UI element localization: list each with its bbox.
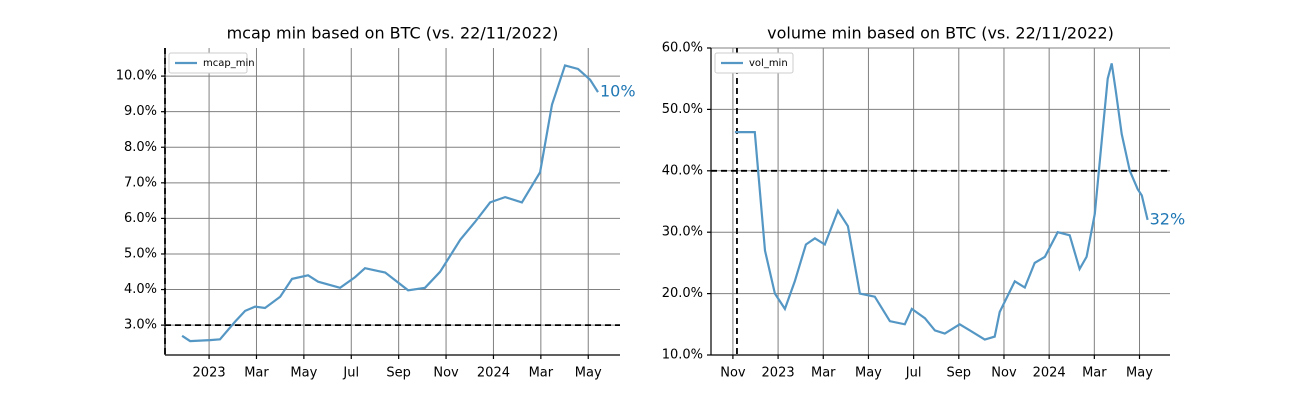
x-tick-label: Nov: [991, 366, 1017, 381]
annotation: 32%: [1150, 209, 1186, 228]
x-tick-label: May: [855, 366, 882, 381]
x-tick-label: May: [575, 366, 602, 381]
y-tick-label: 20.0%: [662, 286, 703, 301]
x-tick-label: 2023: [193, 366, 226, 381]
x-tick-label: Mar: [811, 366, 836, 381]
y-tick-label: 10.0%: [116, 69, 157, 84]
x-tick-label: Mar: [1082, 366, 1107, 381]
y-tick-label: 7.0%: [124, 175, 157, 190]
chart-title: volume min based on BTC (vs. 22/11/2022): [767, 24, 1114, 43]
y-tick-label: 9.0%: [124, 104, 157, 119]
y-tick-label: 50.0%: [662, 102, 703, 117]
y-tick-label: 4.0%: [124, 282, 157, 297]
x-tick-label: 2024: [477, 366, 510, 381]
y-tick-label: 60.0%: [662, 41, 703, 56]
x-tick-label: May: [1126, 366, 1153, 381]
y-tick-label: 40.0%: [662, 163, 703, 178]
x-tick-label: Nov: [433, 366, 459, 381]
x-tick-label: Sep: [947, 366, 972, 381]
data-line: [734, 63, 1149, 341]
legend-label: vol_min: [749, 58, 788, 69]
x-tick-label: Jul: [342, 366, 359, 381]
legend-box: [714, 52, 794, 74]
x-tick-label: 2023: [762, 366, 795, 381]
y-tick-label: 5.0%: [124, 246, 157, 261]
legend-box: [168, 52, 248, 74]
x-tick-label: Mar: [244, 366, 269, 381]
y-tick-label: 8.0%: [124, 140, 157, 155]
x-tick-label: Nov: [720, 366, 746, 381]
x-tick-label: Jul: [905, 366, 922, 381]
x-tick-label: Mar: [529, 366, 554, 381]
y-tick-label: 3.0%: [124, 318, 157, 333]
legend: vol_min: [714, 52, 794, 74]
legend-label: mcap_min: [203, 58, 255, 69]
x-tick-label: Sep: [386, 366, 411, 381]
chart-title: mcap min based on BTC (vs. 22/11/2022): [227, 24, 559, 43]
y-tick-label: 6.0%: [124, 211, 157, 226]
annotation: 10%: [600, 82, 636, 101]
x-tick-label: May: [290, 366, 317, 381]
data-line: [181, 64, 599, 343]
y-tick-label: 30.0%: [662, 225, 703, 240]
y-tick-label: 10.0%: [662, 348, 703, 363]
legend: mcap_min: [168, 52, 255, 74]
x-tick-label: 2024: [1033, 366, 1066, 381]
